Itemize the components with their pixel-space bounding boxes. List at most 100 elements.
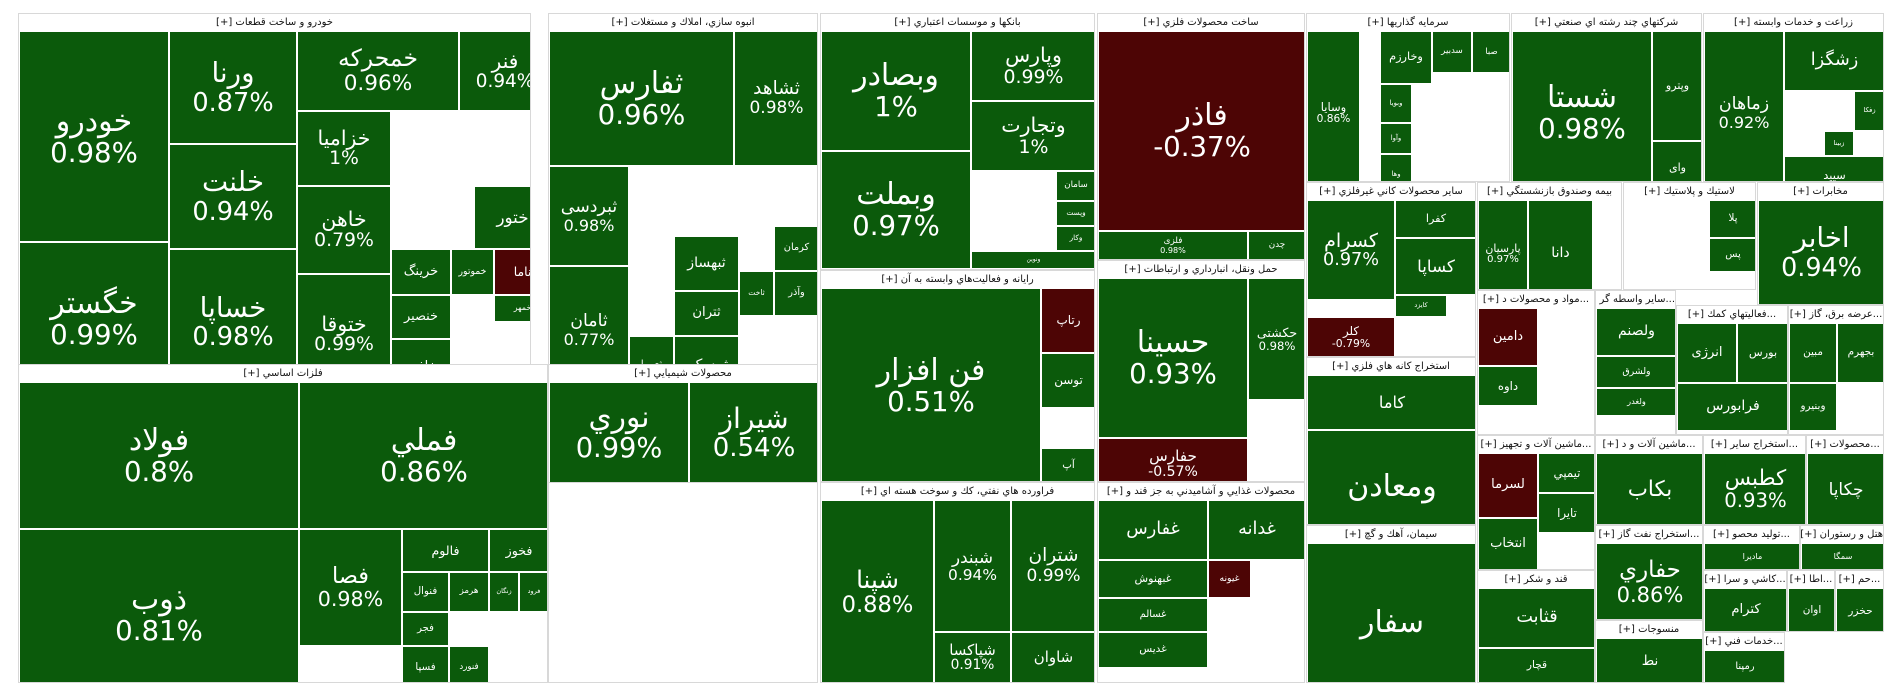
sector-title[interactable]: ...استخراج ساير [+] xyxy=(1704,436,1805,453)
treemap-tile[interactable]: غیونه xyxy=(1208,560,1251,598)
sector-title[interactable]: ...عرضه برق، گاز [+] xyxy=(1789,306,1883,323)
treemap-tile[interactable]: ولصنم xyxy=(1596,308,1675,356)
treemap-tile[interactable]: وپترو xyxy=(1652,31,1701,141)
treemap-tile[interactable]: آپ xyxy=(1041,448,1094,481)
treemap-tile[interactable]: بجهرم xyxy=(1837,323,1883,383)
treemap-tile[interactable]: غسالم xyxy=(1098,598,1208,632)
treemap-tile[interactable]: چکاپا xyxy=(1807,453,1883,524)
treemap-tile[interactable]: خموتور xyxy=(451,249,494,295)
sector-title[interactable]: محصولات شيميايي [+] xyxy=(549,365,817,382)
treemap-tile[interactable]: غدانه xyxy=(1208,500,1304,560)
treemap-tile[interactable]: شتران 0.99% xyxy=(1011,500,1094,632)
treemap-tile[interactable]: کرمان xyxy=(774,226,817,271)
sector-title[interactable]: ...حم [+] xyxy=(1836,571,1883,588)
treemap-tile[interactable]: سمگا xyxy=(1801,543,1883,569)
treemap-tile[interactable]: خزامیا 1% xyxy=(297,111,391,186)
treemap-tile[interactable]: رمپنا xyxy=(1704,650,1784,682)
treemap-tile[interactable]: تیمپي xyxy=(1538,453,1594,493)
treemap-tile[interactable]: ناما xyxy=(494,249,530,295)
sector-title[interactable]: ساير محصولات كاني غيرفلزي [+] xyxy=(1307,183,1475,200)
treemap-tile[interactable]: ثشاهد 0.98% xyxy=(734,31,817,166)
sector-title[interactable]: خودرو و ساخت قطعات [+] xyxy=(19,14,530,31)
treemap-tile[interactable]: ثتران xyxy=(674,291,739,336)
treemap-tile[interactable]: زبینا xyxy=(1824,131,1854,156)
sector-title[interactable]: انبوه سازي، املاك و مستغلات [+] xyxy=(549,14,817,31)
treemap-tile[interactable]: وخارزم xyxy=(1380,31,1432,84)
treemap-tile[interactable]: فصا 0.98% xyxy=(299,529,402,646)
treemap-tile[interactable]: ولغدر xyxy=(1596,388,1675,416)
treemap-tile[interactable]: سدبیر xyxy=(1432,31,1472,73)
treemap-tile[interactable]: وکار xyxy=(1056,226,1094,251)
treemap-tile[interactable]: رتاپ xyxy=(1041,288,1094,353)
treemap-tile[interactable]: زماهان 0.92% xyxy=(1704,31,1784,181)
treemap-tile[interactable]: وپارس 0.99% xyxy=(971,31,1094,101)
sector-title[interactable]: حمل ونقل، انبارداري و ارتباطات [+] xyxy=(1098,261,1304,278)
sector-title[interactable]: زراعت و خدمات وابسته [+] xyxy=(1704,14,1883,31)
treemap-tile[interactable]: خرینگ xyxy=(391,249,451,295)
treemap-tile[interactable]: شيراز 0.54% xyxy=(689,382,817,482)
sector-title[interactable]: ...اطا [+] xyxy=(1788,571,1834,588)
sector-title[interactable]: محصولات غذايي و آشاميدني به جز قند و [+] xyxy=(1098,483,1304,500)
treemap-tile[interactable]: فاذر -0.37% xyxy=(1098,31,1304,231)
treemap-tile[interactable]: حخزر xyxy=(1836,588,1883,631)
treemap-tile[interactable]: شبندر 0.94% xyxy=(934,500,1011,632)
treemap-tile[interactable]: ذوب 0.81% xyxy=(19,529,299,682)
treemap-tile[interactable]: ثبردسی 0.98% xyxy=(549,166,629,266)
treemap-tile[interactable]: انتخاب xyxy=(1478,518,1538,569)
sector-title[interactable]: ...خدمات فني [+] xyxy=(1704,633,1784,650)
sector-title[interactable]: سرمايه گذاريها [+] xyxy=(1307,14,1509,31)
treemap-tile[interactable]: بکاب xyxy=(1596,453,1702,524)
treemap-tile[interactable]: نوري 0.99% xyxy=(549,382,689,482)
treemap-tile[interactable]: فرود xyxy=(519,572,547,612)
treemap-tile[interactable]: داوه xyxy=(1478,366,1538,406)
treemap-tile[interactable]: وپست xyxy=(1056,201,1094,226)
treemap-tile[interactable]: فرابورس xyxy=(1677,383,1787,431)
treemap-tile[interactable]: فولاد 0.8% xyxy=(19,382,299,529)
treemap-tile[interactable]: وسایا 0.86% xyxy=(1307,31,1360,181)
treemap-tile[interactable]: کترام xyxy=(1704,588,1786,631)
treemap-tile[interactable]: شاوان xyxy=(1011,632,1094,682)
sector-title[interactable]: ...محصولات [+] xyxy=(1807,436,1883,453)
treemap-tile[interactable]: فخوز xyxy=(489,529,547,572)
treemap-tile[interactable]: لسرما xyxy=(1478,453,1538,518)
sector-title[interactable]: مخابرات [+] xyxy=(1758,183,1883,200)
treemap-tile[interactable]: فسپا xyxy=(402,646,449,682)
treemap-tile[interactable]: کفرا xyxy=(1395,200,1475,238)
treemap-tile[interactable]: شپنا 0.88% xyxy=(821,500,934,682)
treemap-tile[interactable]: کلر -0.79% xyxy=(1307,317,1395,356)
sector-title[interactable]: فلزات اساسي [+] xyxy=(19,365,547,382)
treemap-tile[interactable]: فنورد xyxy=(449,646,489,682)
treemap-tile[interactable]: حکشتی 0.98% xyxy=(1248,278,1304,400)
treemap-tile[interactable]: ونوین xyxy=(971,251,1094,269)
treemap-tile[interactable]: انرژی xyxy=(1677,323,1737,383)
treemap-tile[interactable]: حفاري 0.86% xyxy=(1596,543,1702,619)
sector-title[interactable]: ...توليد محصو [+] xyxy=(1704,526,1799,543)
treemap-tile[interactable]: صبا xyxy=(1472,31,1509,73)
treemap-tile[interactable]: غبهنوش xyxy=(1098,560,1208,598)
treemap-tile[interactable]: مبین xyxy=(1789,323,1837,383)
sector-title[interactable]: ...كاشي و سرا [+] xyxy=(1704,571,1786,588)
treemap-tile[interactable]: وآوا xyxy=(1380,123,1412,154)
treemap-tile[interactable]: زشگزا xyxy=(1784,31,1883,91)
treemap-tile[interactable]: ولشرق xyxy=(1596,356,1675,388)
treemap-tile[interactable]: قثابت xyxy=(1478,588,1594,648)
treemap-tile[interactable]: خنصیر xyxy=(391,295,451,339)
treemap-tile[interactable]: کاما xyxy=(1307,375,1475,430)
treemap-tile[interactable]: وای xyxy=(1652,141,1701,181)
treemap-tile[interactable]: چدن xyxy=(1248,231,1304,259)
sector-title[interactable]: ...ماشين آلات و د [+] xyxy=(1596,436,1702,453)
treemap-tile[interactable]: وآذر xyxy=(774,271,817,316)
treemap-tile[interactable]: سفار xyxy=(1307,543,1475,682)
treemap-tile[interactable]: کسرام 0.97% xyxy=(1307,200,1395,300)
treemap-tile[interactable]: نط xyxy=(1596,638,1702,682)
sector-title[interactable]: ...ساير واسطه گر [+] xyxy=(1596,291,1675,308)
treemap-tile[interactable]: کایزد xyxy=(1395,295,1447,317)
treemap-tile[interactable]: حسینا 0.93% xyxy=(1098,278,1248,438)
treemap-tile[interactable]: فلزی 0.98% xyxy=(1098,231,1248,259)
treemap-tile[interactable]: تایرا xyxy=(1538,493,1594,533)
sector-title[interactable]: شركتهاي چند رشته اي صنعتي [+] xyxy=(1512,14,1701,31)
treemap-tile[interactable]: خلنت 0.94% xyxy=(169,144,297,249)
treemap-tile[interactable]: سامان xyxy=(1056,171,1094,201)
sector-title[interactable]: هتل و رستوران [+] xyxy=(1801,526,1883,543)
treemap-tile[interactable]: ثبهساز xyxy=(674,236,739,291)
